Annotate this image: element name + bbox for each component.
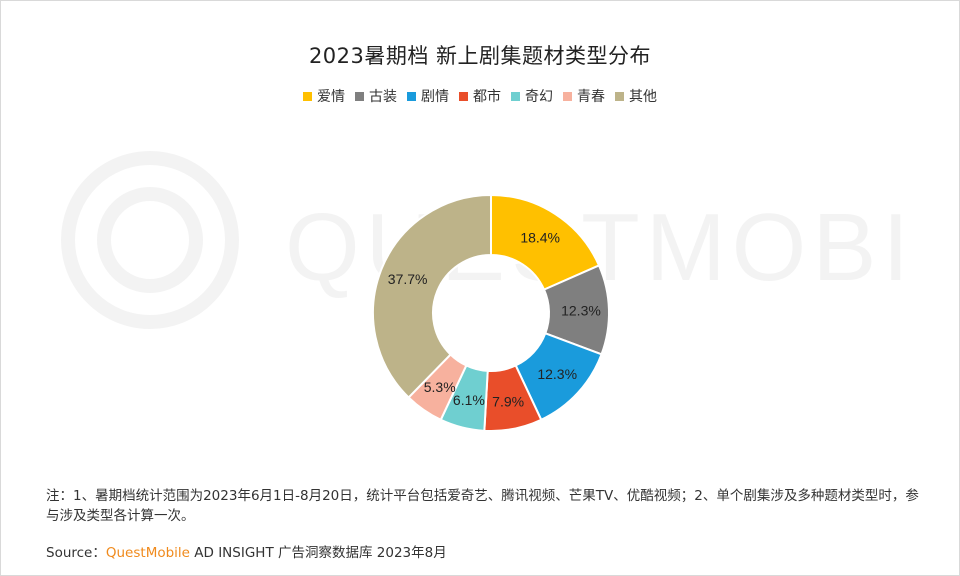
footnote: 注：1、暑期档统计范围为2023年6月1日-8月20日，统计平台包括爱奇艺、腾讯… <box>46 488 919 524</box>
legend-swatch <box>563 91 572 101</box>
legend-label: 奇幻 <box>525 89 553 105</box>
slice-label: 6.1% <box>453 392 485 408</box>
legend-swatch <box>459 91 468 101</box>
legend-swatch <box>615 91 624 101</box>
legend-item: 都市 <box>459 86 501 106</box>
legend-swatch <box>407 91 416 101</box>
source-prefix: Source： <box>46 545 106 561</box>
slice-label: 7.9% <box>492 393 524 409</box>
slice-7 <box>372 193 492 399</box>
legend-label: 爱情 <box>317 89 345 105</box>
source-brand: QuestMobile <box>105 545 190 561</box>
legend-item: 古装 <box>355 86 397 106</box>
legend-label: 都市 <box>473 89 501 105</box>
slice-label: 37.7% <box>388 271 428 287</box>
legend-swatch <box>511 91 520 101</box>
legend-label: 古装 <box>369 89 397 105</box>
chart-legend: 爱情 古装 剧情 都市 奇幻 青春 其他 <box>0 86 960 106</box>
slice-label: 12.3% <box>561 302 601 318</box>
legend-item: 青春 <box>563 86 605 106</box>
legend-item: 剧情 <box>407 86 449 106</box>
slice-1 <box>490 193 601 291</box>
legend-label: 青春 <box>577 89 605 105</box>
legend-item: 其他 <box>615 86 657 106</box>
chart-title: 2023暑期档 新上剧集题材类型分布 <box>308 44 652 68</box>
source-line: Source：QuestMobile AD INSIGHT 广告洞察数据库 20… <box>46 541 447 561</box>
legend-item: 爱情 <box>303 86 345 106</box>
slice-label: 12.3% <box>537 366 577 382</box>
legend-item: 奇幻 <box>511 86 553 106</box>
legend-swatch <box>355 91 364 101</box>
slice-label: 18.4% <box>520 230 560 246</box>
legend-swatch <box>303 91 312 101</box>
slice-label: 5.3% <box>424 379 456 395</box>
source-rest: AD INSIGHT 广告洞察数据库 2023年8月 <box>189 545 447 561</box>
legend-label: 其他 <box>629 89 657 105</box>
legend-label: 剧情 <box>421 89 449 105</box>
